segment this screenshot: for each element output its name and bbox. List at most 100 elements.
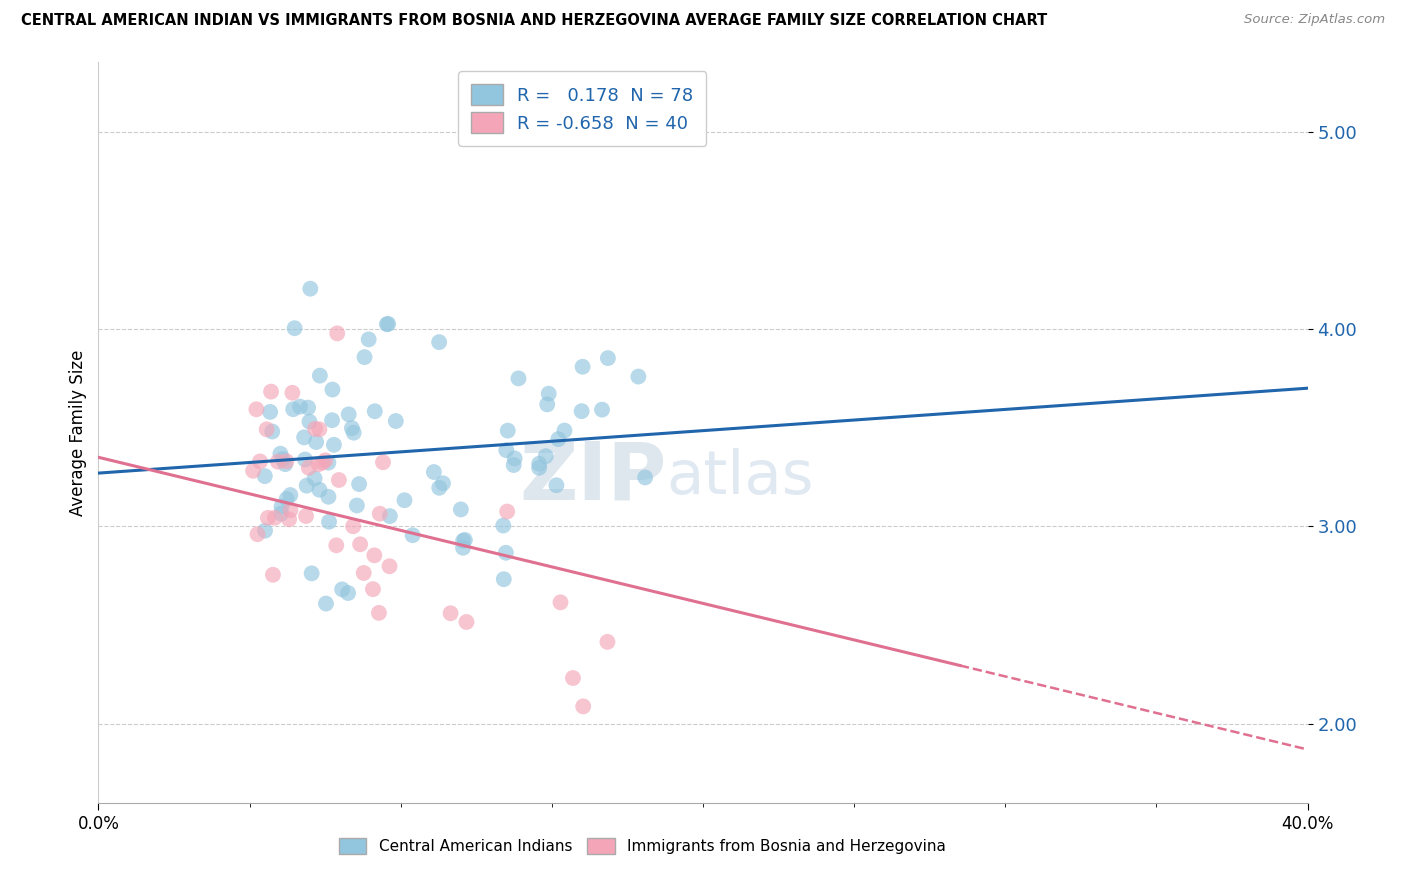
Point [325,538,347,552]
Point [281,385,304,400]
Point [353,350,375,364]
Point [242,464,264,478]
Point [346,499,368,513]
Point [292,430,315,444]
Text: ZIP: ZIP [519,438,666,516]
Point [326,326,349,341]
Point [262,567,284,582]
Point [634,470,657,484]
Point [361,582,384,596]
Point [294,452,316,467]
Point [304,471,326,485]
Point [527,460,550,475]
Point [245,402,267,417]
Point [423,465,446,479]
Point [571,404,593,418]
Point [527,457,550,471]
Point [534,449,557,463]
Point [364,404,387,418]
Point [591,402,613,417]
Point [508,371,530,385]
Point [337,408,360,422]
Point [253,524,276,538]
Point [308,422,330,436]
Point [496,504,519,518]
Point [375,317,398,331]
Point [385,414,408,428]
Point [337,586,360,600]
Point [451,541,474,555]
Point [270,507,292,521]
Point [451,533,474,548]
Point [305,435,328,450]
Point [280,488,302,502]
Point [456,615,478,629]
Point [368,507,391,521]
Point [322,438,344,452]
Point [280,503,302,517]
Point [571,359,593,374]
Point [596,635,619,649]
Point [349,537,371,551]
Point [537,386,560,401]
Point [572,699,595,714]
Point [450,502,472,516]
Text: CENTRAL AMERICAN INDIAN VS IMMIGRANTS FROM BOSNIA AND HERZEGOVINA AVERAGE FAMILY: CENTRAL AMERICAN INDIAN VS IMMIGRANTS FR… [21,13,1047,29]
Point [454,533,477,547]
Point [596,351,619,365]
Point [299,282,322,296]
Point [550,595,572,609]
Legend: Central American Indians, Immigrants from Bosnia and Herzegovina: Central American Indians, Immigrants fro… [332,830,953,862]
Point [315,597,337,611]
Point [547,432,569,446]
Point [260,384,283,399]
Point [495,546,517,560]
Point [546,478,568,492]
Point [262,425,284,439]
Point [371,455,394,469]
Point [401,528,423,542]
Point [283,402,305,417]
Point [363,549,385,563]
Point [308,483,330,497]
Point [288,400,311,414]
Point [343,425,366,440]
Point [627,369,650,384]
Point [503,451,526,466]
Point [495,443,517,458]
Point [367,606,389,620]
Point [297,401,319,415]
Point [270,500,292,514]
Point [263,510,285,524]
Point [318,515,340,529]
Point [276,491,298,506]
Text: atlas: atlas [666,448,814,507]
Point [439,607,461,621]
Point [253,469,276,483]
Point [432,476,454,491]
Point [311,456,333,470]
Point [256,422,278,436]
Y-axis label: Average Family Size: Average Family Size [69,350,87,516]
Text: Source: ZipAtlas.com: Source: ZipAtlas.com [1244,13,1385,27]
Point [271,452,294,467]
Point [342,519,364,533]
Point [330,582,353,597]
Point [249,454,271,468]
Point [309,368,332,383]
Point [257,511,280,525]
Point [298,460,321,475]
Point [340,421,363,435]
Point [328,473,350,487]
Point [378,559,401,574]
Point [496,424,519,438]
Point [295,509,318,524]
Point [284,321,307,335]
Point [377,317,399,331]
Point [553,424,575,438]
Point [308,457,330,471]
Point [394,493,416,508]
Point [304,422,326,436]
Point [267,455,290,469]
Point [318,490,340,504]
